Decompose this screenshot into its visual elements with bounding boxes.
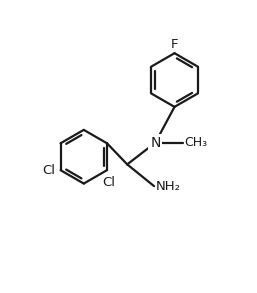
Text: F: F [171, 38, 178, 51]
Text: Cl: Cl [42, 164, 55, 177]
Text: CH₃: CH₃ [185, 136, 208, 149]
Text: N: N [150, 136, 161, 150]
Text: Cl: Cl [102, 176, 115, 189]
Text: NH₂: NH₂ [155, 180, 180, 193]
